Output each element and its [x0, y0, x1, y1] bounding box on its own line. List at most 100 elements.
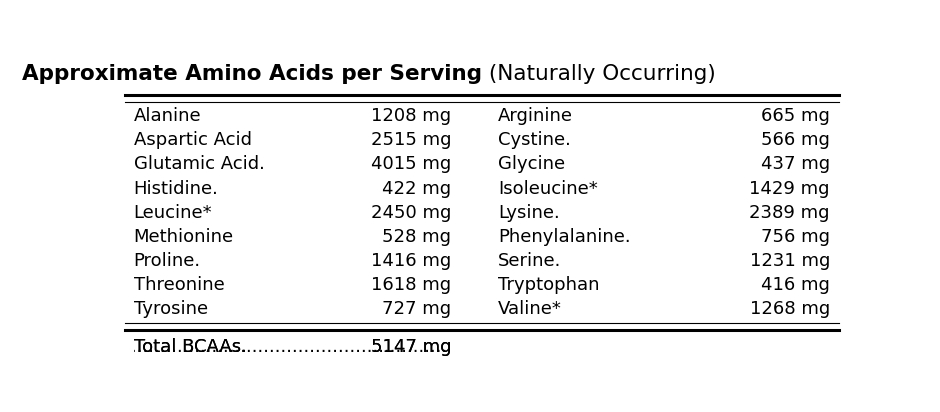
Bar: [450, 179, 846, 198]
Text: Tyrosine: Tyrosine: [133, 300, 208, 318]
Bar: [118, 276, 498, 295]
Text: Alanine: Alanine: [133, 107, 201, 125]
Text: 528 mg: 528 mg: [383, 228, 451, 246]
Text: Methionine: Methionine: [133, 228, 234, 246]
Text: 756 mg: 756 mg: [761, 228, 830, 246]
Bar: [118, 107, 134, 126]
Text: Isoleucine*: Isoleucine*: [498, 180, 598, 197]
Bar: [829, 251, 846, 270]
Text: Lysine.: Lysine.: [498, 204, 559, 222]
Bar: [450, 203, 846, 222]
Text: 727 mg: 727 mg: [382, 300, 451, 318]
Text: 528 mg: 528 mg: [383, 228, 451, 246]
Text: 2515 mg: 2515 mg: [370, 131, 451, 149]
Text: ................................................................................: ........................................…: [434, 228, 894, 246]
Text: ................................................................................: ........................................…: [62, 228, 523, 246]
Text: Tryptophan: Tryptophan: [498, 276, 600, 294]
Text: ................................................................................: ........................................…: [62, 276, 523, 294]
Text: Histidine.: Histidine.: [133, 180, 218, 197]
Bar: [118, 131, 134, 150]
Text: 665 mg: 665 mg: [761, 107, 830, 125]
Bar: [450, 276, 498, 295]
Text: Leucine*: Leucine*: [133, 204, 212, 222]
Text: Threonine: Threonine: [133, 276, 225, 294]
Text: Valine*: Valine*: [498, 300, 562, 318]
Bar: [118, 203, 134, 222]
Bar: [450, 300, 498, 319]
Text: Isoleucine*: Isoleucine*: [498, 180, 598, 197]
Bar: [118, 179, 498, 198]
Text: 1268 mg: 1268 mg: [750, 300, 830, 318]
Text: 437 mg: 437 mg: [760, 155, 830, 173]
Bar: [450, 251, 846, 270]
Text: Arginine: Arginine: [498, 107, 572, 125]
Text: Proline.: Proline.: [133, 252, 200, 270]
Text: 437 mg: 437 mg: [760, 155, 830, 173]
Text: 1231 mg: 1231 mg: [749, 252, 830, 270]
Text: ................................................................................: ........................................…: [62, 180, 523, 197]
Text: ................................................................................: ........................................…: [434, 276, 894, 294]
Text: Lysine.: Lysine.: [498, 204, 559, 222]
Text: Total BCAAs.: Total BCAAs.: [133, 337, 246, 356]
Bar: [118, 227, 498, 246]
Text: ................................................................................: ........................................…: [434, 252, 894, 270]
Bar: [450, 227, 846, 246]
Bar: [118, 251, 134, 270]
Text: ................................................................................: ........................................…: [62, 252, 523, 270]
Text: 4015 mg: 4015 mg: [371, 155, 451, 173]
Bar: [829, 203, 846, 222]
Text: Methionine: Methionine: [133, 228, 234, 246]
Bar: [829, 179, 846, 198]
Text: Histidine.: Histidine.: [133, 180, 218, 197]
Bar: [450, 300, 846, 319]
Text: Total BCAAs.: Total BCAAs.: [133, 337, 246, 356]
Text: 1429 mg: 1429 mg: [749, 180, 830, 197]
Bar: [118, 203, 498, 222]
Text: Proline.: Proline.: [133, 252, 200, 270]
Text: ................................................................................: ........................................…: [62, 107, 523, 125]
Bar: [829, 131, 846, 150]
Bar: [829, 155, 846, 174]
Text: Tyrosine: Tyrosine: [133, 300, 208, 318]
Text: Phenylalanine.: Phenylalanine.: [498, 228, 631, 246]
Bar: [450, 337, 498, 356]
Text: ................................................................................: ........................................…: [434, 180, 894, 197]
Text: ................................................................................: ........................................…: [434, 131, 894, 149]
Text: Glutamic Acid.: Glutamic Acid.: [133, 155, 264, 173]
Text: 756 mg: 756 mg: [761, 228, 830, 246]
Bar: [829, 227, 846, 246]
Text: Arginine: Arginine: [498, 107, 572, 125]
Bar: [118, 227, 134, 246]
Text: Leucine*: Leucine*: [133, 204, 212, 222]
Text: 1208 mg: 1208 mg: [371, 107, 451, 125]
Text: 2389 mg: 2389 mg: [749, 204, 830, 222]
Text: (Naturally Occurring): (Naturally Occurring): [481, 64, 715, 84]
Bar: [450, 107, 846, 126]
Bar: [450, 203, 498, 222]
Text: ................................................................................: ........................................…: [62, 337, 523, 356]
Text: ................................................................................: ........................................…: [62, 300, 523, 318]
Bar: [118, 251, 498, 270]
Bar: [829, 276, 846, 295]
Text: ................................................................................: ........................................…: [62, 155, 523, 173]
Text: Cystine.: Cystine.: [498, 131, 571, 149]
Text: Alanine: Alanine: [133, 107, 201, 125]
Text: Aspartic Acid: Aspartic Acid: [133, 131, 252, 149]
Bar: [450, 251, 498, 270]
Text: ................................................................................: ........................................…: [434, 300, 894, 318]
Bar: [118, 300, 498, 319]
Text: Serine.: Serine.: [498, 252, 561, 270]
Bar: [118, 107, 498, 126]
Text: Threonine: Threonine: [133, 276, 225, 294]
Bar: [829, 107, 846, 126]
Text: 2450 mg: 2450 mg: [370, 204, 451, 222]
Text: ................................................................................: ........................................…: [434, 155, 894, 173]
Bar: [450, 227, 498, 246]
Text: 416 mg: 416 mg: [761, 276, 830, 294]
Bar: [450, 155, 846, 174]
Text: Approximate Amino Acids per Serving: Approximate Amino Acids per Serving: [22, 64, 481, 84]
Text: 1618 mg: 1618 mg: [371, 276, 451, 294]
Text: Valine*: Valine*: [498, 300, 562, 318]
Text: 5147 mg: 5147 mg: [370, 337, 451, 356]
Bar: [118, 155, 134, 174]
